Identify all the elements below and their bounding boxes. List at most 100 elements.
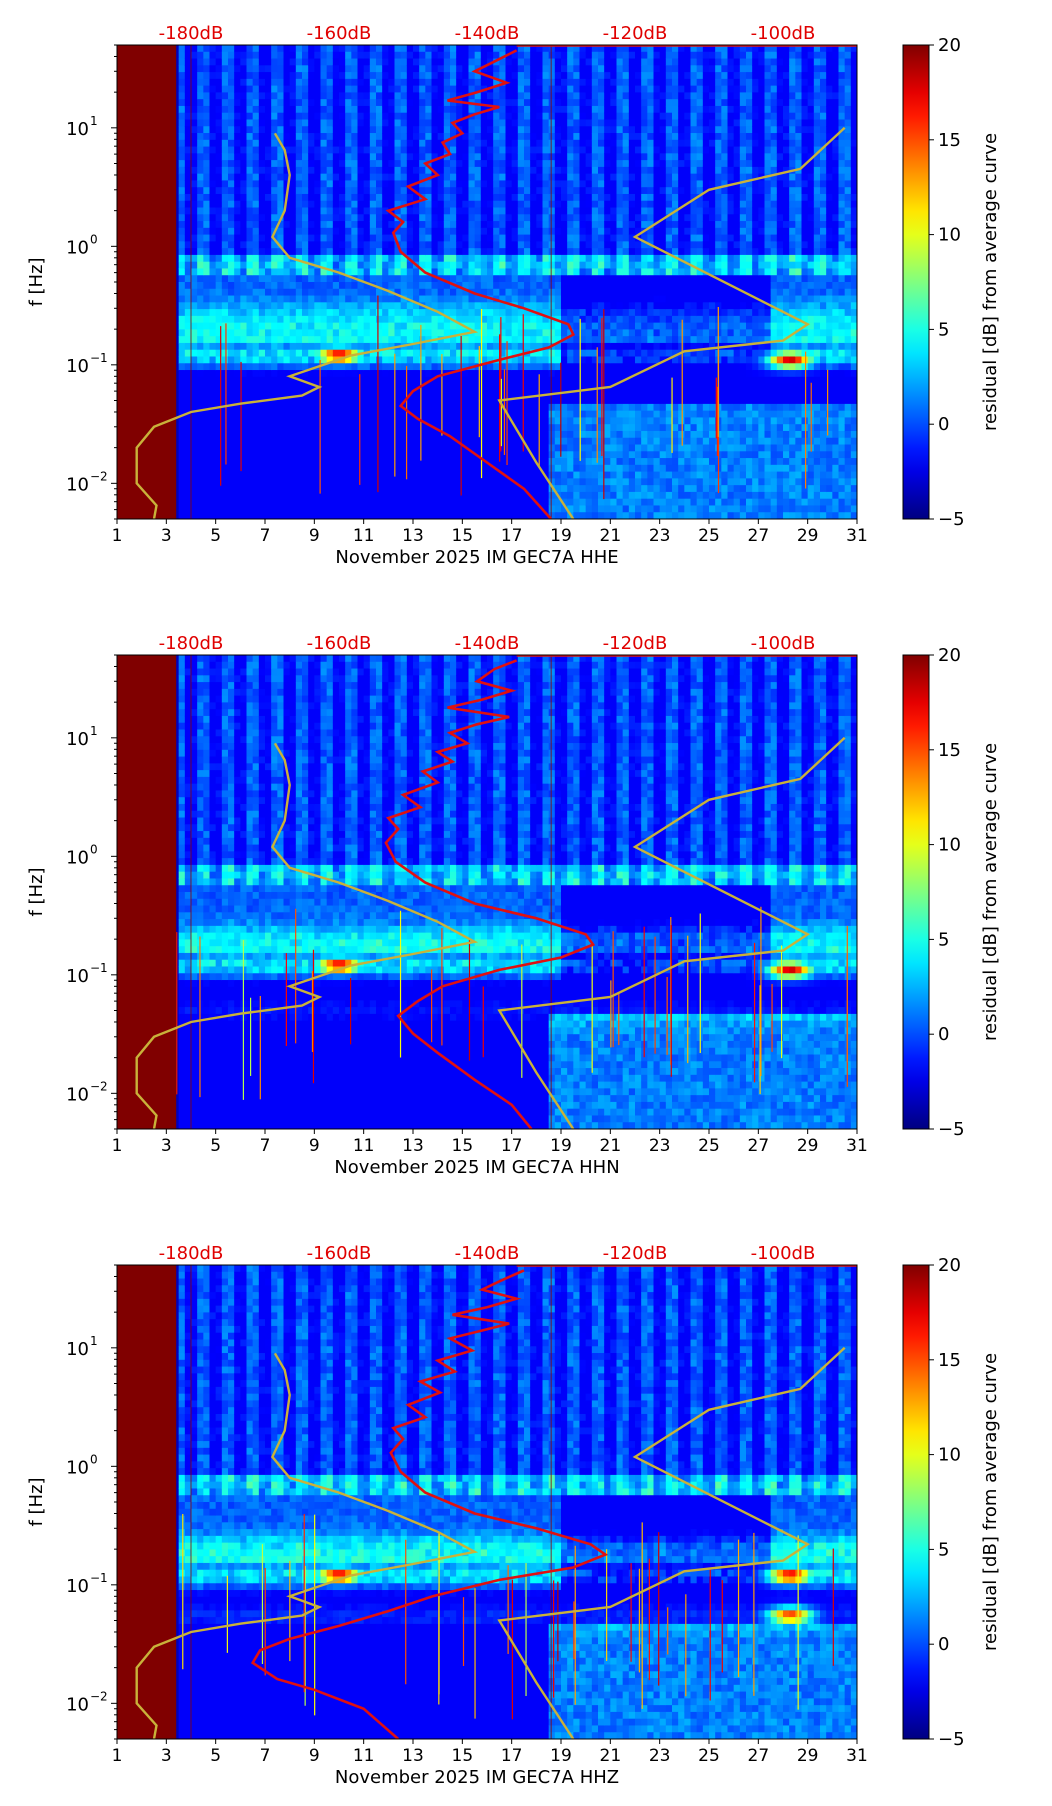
x-tick-label: 15 — [452, 1746, 474, 1766]
average-psd-curve — [250, 1269, 609, 1739]
x-tick-label: 27 — [748, 1746, 770, 1766]
x-tick-label: 5 — [210, 526, 221, 546]
x-tick-label: 3 — [161, 1136, 172, 1156]
x-tick-label: 17 — [501, 526, 523, 546]
x-tick-label: 1 — [112, 526, 123, 546]
top-db-tick-label: -160dB — [307, 1243, 372, 1264]
x-tick-label: 17 — [501, 1136, 523, 1156]
colorbar-tick-label: 15 — [938, 1350, 961, 1371]
colorbar-tick-label: −5 — [938, 509, 965, 530]
x-tick-label: 19 — [550, 1746, 572, 1766]
y-tick-label: 10 — [66, 1576, 89, 1597]
colorbar-label: residual [dB] from average curve — [980, 133, 1001, 431]
top-db-tick-label: -160dB — [307, 633, 372, 654]
y-tick-label: 10 — [66, 847, 89, 868]
colorbar-tick-label: 0 — [938, 1634, 949, 1655]
no-data-block — [117, 655, 177, 1129]
x-tick-label: 27 — [748, 1136, 770, 1156]
colorbar-tick-label: 15 — [938, 130, 961, 151]
y-tick-exponent: 0 — [90, 232, 98, 246]
x-tick-label: 29 — [797, 1746, 819, 1766]
x-tick-label: 11 — [353, 1136, 375, 1156]
colorbar-tick-label: 20 — [938, 645, 961, 666]
high-noise-model-curve — [497, 736, 846, 1129]
x-tick-label: 25 — [698, 1746, 720, 1766]
x-tick-label: 21 — [600, 526, 622, 546]
y-axis-label: f [Hz] — [26, 257, 47, 306]
top-db-tick-label: -160dB — [307, 23, 372, 44]
x-tick-label: 15 — [452, 526, 474, 546]
x-tick-label: 9 — [309, 526, 320, 546]
x-tick-label: 17 — [501, 1746, 523, 1766]
colorbar-tick-label: −5 — [938, 1729, 965, 1750]
low-noise-model-curve — [135, 742, 479, 1129]
y-tick-exponent: 0 — [90, 842, 98, 856]
colorbar-tick-label: 0 — [938, 414, 949, 435]
colorbar-tick-label: 20 — [938, 1255, 961, 1276]
x-axis-label: November 2025 IM GEC7A HHN — [334, 1157, 619, 1178]
y-tick-exponent: −1 — [90, 351, 108, 365]
heatmap-area — [117, 1265, 857, 1739]
x-tick-label: 13 — [402, 1746, 424, 1766]
colorbar-tick-label: 15 — [938, 740, 961, 761]
colorbar-tick-label: 5 — [938, 929, 949, 950]
x-tick-label: 13 — [402, 1136, 424, 1156]
top-db-tick-label: -120dB — [603, 23, 668, 44]
colorbar-label: residual [dB] from average curve — [980, 743, 1001, 1041]
average-psd-curve — [384, 659, 596, 1129]
colorbar-tick-label: 5 — [938, 319, 949, 340]
top-db-tick-label: -140dB — [455, 1243, 520, 1264]
x-tick-label: 3 — [161, 1746, 172, 1766]
high-noise-model-curve — [497, 126, 846, 519]
top-db-tick-label: -180dB — [159, 23, 224, 44]
colorbar — [902, 1264, 930, 1740]
x-tick-label: 23 — [649, 1136, 671, 1156]
x-axis-label: November 2025 IM GEC7A HHE — [335, 547, 618, 568]
colorbar-tick-label: 10 — [938, 225, 961, 246]
x-tick-label: 23 — [649, 526, 671, 546]
x-tick-label: 13 — [402, 526, 424, 546]
x-tick-label: 31 — [846, 526, 868, 546]
y-tick-exponent: 1 — [90, 1334, 98, 1348]
colorbar-tick-label: 10 — [938, 835, 961, 856]
top-db-tick-label: -180dB — [159, 633, 224, 654]
colorbar — [902, 654, 930, 1130]
y-tick-exponent: 1 — [90, 114, 98, 128]
colorbar-tick-label: −5 — [938, 1119, 965, 1140]
y-tick-label: 10 — [66, 1339, 89, 1360]
x-tick-label: 11 — [353, 526, 375, 546]
x-tick-label: 9 — [309, 1136, 320, 1156]
y-tick-exponent: −1 — [90, 1571, 108, 1585]
x-tick-label: 19 — [550, 526, 572, 546]
x-tick-label: 25 — [698, 1136, 720, 1156]
x-tick-label: 9 — [309, 1746, 320, 1766]
x-tick-label: 3 — [161, 526, 172, 546]
y-tick-exponent: 1 — [90, 724, 98, 738]
y-tick-label: 10 — [66, 729, 89, 750]
x-tick-label: 15 — [452, 1136, 474, 1156]
x-tick-label: 21 — [600, 1746, 622, 1766]
y-tick-label: 10 — [66, 237, 89, 258]
colorbar — [902, 44, 930, 520]
y-tick-label: 10 — [66, 1457, 89, 1478]
y-tick-label: 10 — [66, 119, 89, 140]
x-tick-label: 7 — [260, 1136, 271, 1156]
colorbar-tick-label: 0 — [938, 1024, 949, 1045]
no-data-block — [117, 45, 177, 519]
x-tick-label: 5 — [210, 1746, 221, 1766]
top-db-tick-label: -140dB — [455, 23, 520, 44]
low-noise-model-curve — [135, 132, 479, 519]
y-tick-label: 10 — [66, 356, 89, 377]
colorbar-tick-label: 5 — [938, 1539, 949, 1560]
x-tick-label: 1 — [112, 1746, 123, 1766]
average-psd-curve — [385, 49, 576, 519]
x-tick-label: 29 — [797, 526, 819, 546]
low-noise-model-curve — [135, 1352, 479, 1739]
top-db-tick-label: -100dB — [751, 23, 816, 44]
y-tick-label: 10 — [66, 1084, 89, 1105]
y-tick-exponent: −1 — [90, 961, 108, 975]
